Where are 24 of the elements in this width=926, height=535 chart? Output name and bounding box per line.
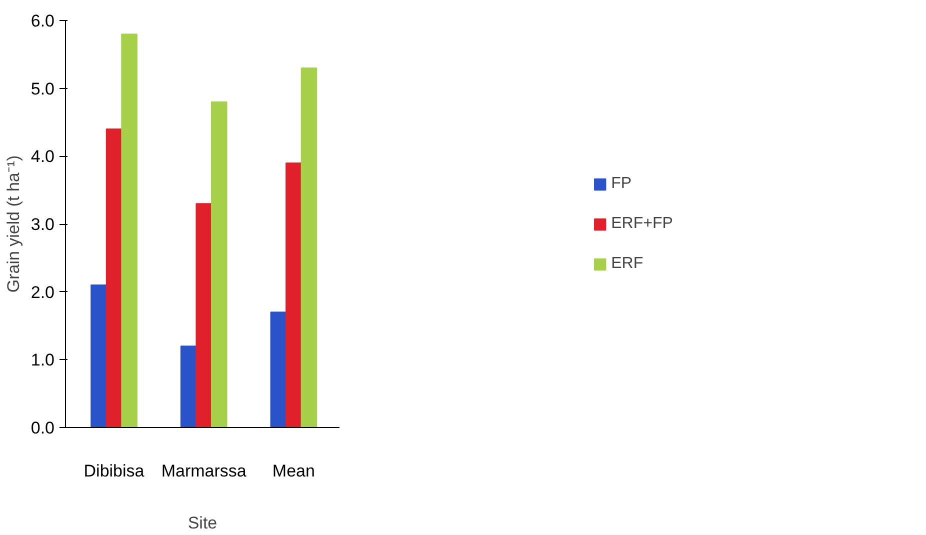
y-tick-label: 5.0 (30, 79, 55, 98)
y-tick-label: 0.0 (30, 418, 55, 438)
y-tick-label: 2.0 (30, 282, 55, 302)
legend-label: ERF+FP (611, 214, 673, 232)
bar (286, 162, 302, 428)
y-tick-label: 4.0 (30, 147, 55, 166)
y-tick-label: 3.0 (30, 215, 55, 234)
bar (210, 101, 228, 428)
y-tick-label: 6.0 (30, 12, 55, 30)
bar (106, 128, 122, 428)
legend-label: FP (611, 174, 632, 192)
x-tick-label: Marmarssa (161, 462, 247, 480)
x-tick-label: Mean (272, 462, 315, 480)
bar (180, 346, 197, 428)
legend-label: ERF (611, 254, 644, 272)
x-axis-title: Site (188, 514, 218, 532)
bar (300, 67, 318, 428)
y-tick-label: 1.0 (30, 350, 55, 370)
bar (196, 203, 212, 428)
x-tick-label: Dibibisa (84, 462, 145, 480)
bar (270, 312, 287, 428)
bar (90, 284, 107, 428)
y-axis-title: Grain yield (t ha⁻¹) (4, 155, 23, 293)
bar (121, 34, 138, 428)
